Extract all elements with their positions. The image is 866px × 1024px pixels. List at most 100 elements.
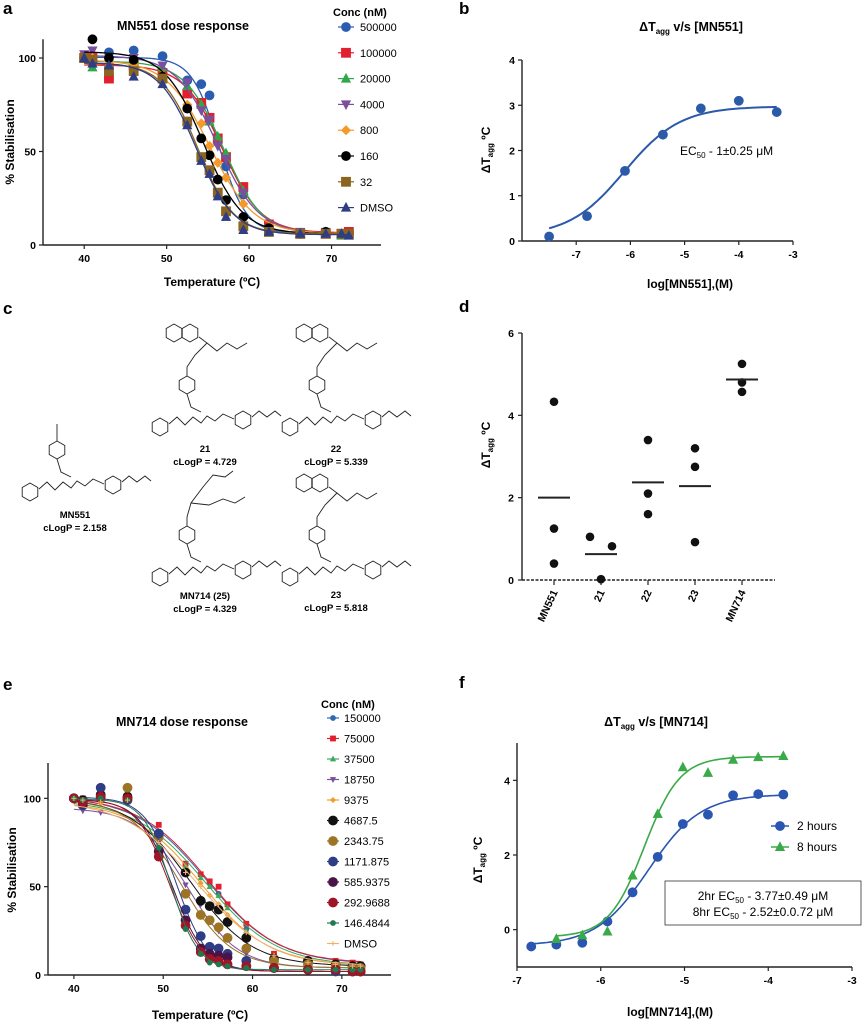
data-point: [582, 211, 592, 222]
data-point: [182, 882, 189, 889]
data-point: [607, 541, 617, 551]
legend-item: 292.9688: [327, 898, 390, 910]
data-point: [577, 929, 588, 940]
data-point: [196, 106, 207, 117]
x-tick-label: 40: [68, 983, 80, 995]
legend-item: 4687.5: [327, 816, 378, 828]
data-point: [643, 435, 653, 445]
data-point: [771, 107, 782, 117]
data-point: [215, 891, 222, 898]
data-point: [320, 228, 331, 238]
x-tick-label: -3: [847, 975, 856, 987]
legend-item: 800: [338, 125, 378, 137]
legend-marker: [328, 897, 338, 908]
legend-label: 100000: [360, 48, 397, 60]
legend-item: 160: [338, 151, 378, 163]
legend-label: 292.9688: [344, 898, 390, 910]
data-point: [350, 963, 356, 969]
x-axis-label: Temperature (ºC): [152, 1008, 248, 1022]
data-point: [305, 960, 311, 966]
y-tick-label: 3: [509, 100, 515, 112]
bond: [190, 496, 246, 506]
legend-marker: [341, 151, 351, 161]
data-point: [124, 797, 130, 803]
bond: [56, 458, 72, 478]
x-tick-label: -6: [596, 975, 605, 987]
structure-name: 21: [200, 444, 211, 455]
legend-marker: [330, 735, 336, 742]
category-23: 23: [679, 443, 711, 604]
legend-label: 4687.5: [344, 816, 378, 828]
x-tick-label: 60: [243, 253, 255, 265]
data-point: [103, 59, 115, 70]
bond: [381, 410, 412, 418]
data-point: [212, 157, 223, 168]
y-tick-label: 4: [504, 775, 510, 787]
bond: [206, 342, 248, 352]
legend-item: 8 hours: [771, 840, 837, 854]
data-point: [180, 904, 191, 915]
benzene-ring: [364, 560, 382, 580]
legend-marker: [329, 796, 337, 804]
bond: [316, 543, 332, 563]
bond: [38, 478, 105, 491]
benzene-ring: [151, 417, 169, 437]
bond: [251, 410, 282, 418]
legend-item: 37500: [327, 754, 375, 766]
data-point: [122, 782, 133, 793]
legend-label: 160: [360, 151, 378, 163]
y-tick-label: 0: [508, 575, 514, 587]
bond: [168, 563, 235, 576]
x-tick-label: -5: [680, 249, 689, 261]
structure-22: [281, 323, 412, 437]
data-point: [332, 966, 339, 973]
data-point: [80, 797, 86, 803]
data-point: [271, 966, 277, 973]
data-point: [778, 750, 789, 761]
series-2 hours: [526, 789, 789, 952]
series-DMSO: [71, 795, 364, 969]
data-point: [737, 359, 747, 369]
x-tick-label: 22: [639, 588, 655, 604]
ec50-8hr: 8hr EC50 - 2.52±0.0.72 μM: [693, 905, 833, 921]
chart-title: ΔTagg v/s [MN714]: [604, 715, 708, 731]
bond: [168, 413, 235, 426]
data-point: [182, 926, 189, 932]
x-tick-label: 50: [157, 983, 169, 995]
data-point: [128, 54, 139, 65]
fit-curve: [73, 801, 361, 969]
legend-item: 2343.75: [327, 836, 384, 848]
bond: [316, 336, 338, 368]
data-point: [238, 224, 249, 235]
data-point: [602, 925, 613, 936]
panel-label-a: a: [3, 0, 13, 18]
legend-label: 500000: [360, 22, 397, 34]
x-axis-label: Temperature (ºC): [164, 275, 260, 289]
legend-marker: [330, 920, 336, 926]
legend-marker: [340, 72, 352, 83]
legend-label: DMSO: [360, 203, 393, 215]
data-point: [263, 226, 274, 236]
benzene-ring: [311, 473, 329, 493]
y-tick-label: 4: [509, 55, 515, 67]
benzene-ring: [104, 475, 122, 495]
series-4000: [79, 46, 354, 240]
data-point: [196, 155, 207, 165]
structure-23: [281, 473, 412, 587]
y-tick-label: 4: [508, 410, 514, 422]
y-tick-label: 2: [509, 146, 515, 158]
data-point: [215, 961, 222, 968]
structure-mn551: [21, 424, 152, 502]
benzene-ring: [281, 567, 299, 587]
panel-label-f: f: [459, 673, 465, 692]
data-point: [526, 941, 537, 952]
chart-d: ΔTagg ºC 0 2 4 6 MN551 21 22 23 MN714: [479, 328, 775, 624]
y-tick-label: 0: [509, 236, 515, 248]
benzene-ring: [308, 525, 326, 545]
benzene-ring: [21, 482, 39, 502]
legend-marker: [328, 836, 338, 846]
data-point: [198, 884, 204, 890]
data-point: [155, 821, 162, 828]
data-point: [182, 78, 193, 89]
data-point: [551, 933, 562, 943]
